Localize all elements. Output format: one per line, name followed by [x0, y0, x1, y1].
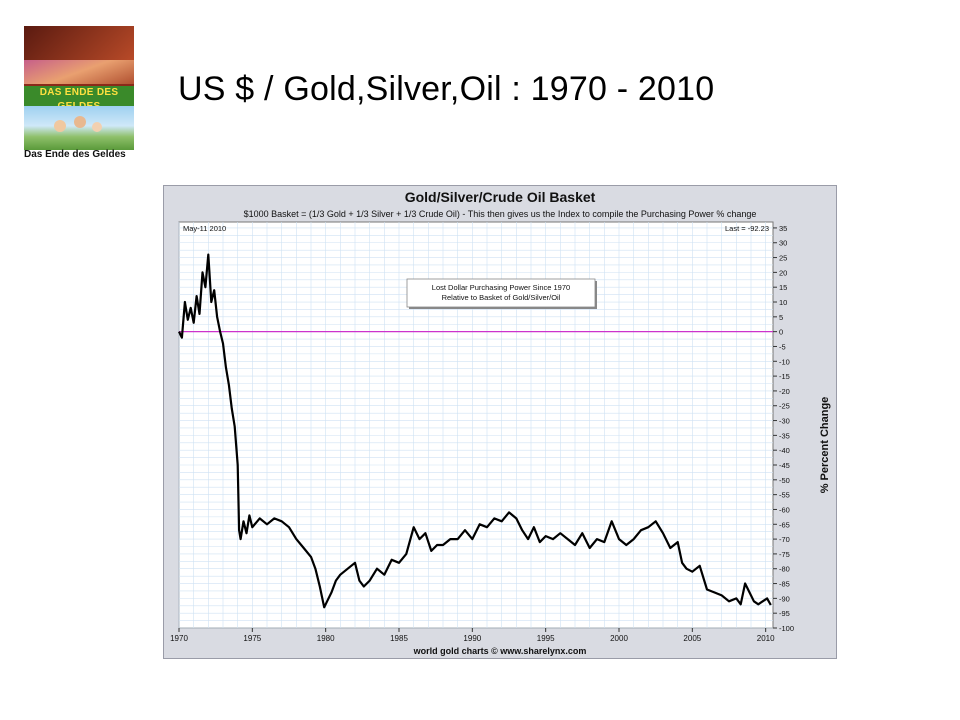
x-tick-label: 1990 — [463, 634, 481, 643]
x-tick-label: 2005 — [683, 634, 701, 643]
chart-subtitle: $1000 Basket = (1/3 Gold + 1/3 Silver + … — [243, 209, 757, 219]
y-tick-label: -15 — [779, 372, 790, 381]
y-tick-label: -25 — [779, 402, 790, 411]
y-tick-label: -70 — [779, 535, 790, 544]
y-tick-label: -10 — [779, 357, 790, 366]
x-tick-label: 2010 — [757, 634, 775, 643]
chart-svg: 1970 1975 1980 1985 1990 1995 2000 2005 20103530… — [170, 221, 831, 643]
book-cover-title: DAS ENDE DES GELDES — [24, 86, 134, 112]
slide-title: US $ / Gold,Silver,Oil : 1970 - 2010 — [178, 70, 715, 108]
y-tick-label: -60 — [779, 505, 790, 514]
x-tick-label: 1970 — [170, 634, 188, 643]
y-tick-label: 10 — [779, 298, 787, 307]
y-tick-label: -80 — [779, 565, 790, 574]
y-tick-label: -85 — [779, 580, 790, 589]
book-cover-image: DAS ENDE DES GELDES — [24, 26, 134, 150]
x-tick-label: 1985 — [390, 634, 408, 643]
book-caption: Das Ende des Geldes — [24, 149, 126, 160]
y-tick-label: -75 — [779, 550, 790, 559]
annotation-box — [406, 278, 596, 308]
y-tick-label: 30 — [779, 239, 787, 248]
y-tick-label: 35 — [779, 224, 787, 233]
y-tick-label: -90 — [779, 594, 790, 603]
y-tick-label: 5 — [779, 313, 783, 322]
y-tick-label: 20 — [779, 268, 787, 277]
annotation-line: Relative to Basket of Gold/Silver/Oil — [442, 293, 561, 302]
book-cover-photo — [24, 106, 134, 150]
x-tick-label: 2000 — [610, 634, 628, 643]
x-tick-label: 1975 — [243, 634, 261, 643]
last-value-label: Last = -92.23 — [725, 224, 769, 233]
y-tick-label: -20 — [779, 387, 790, 396]
chart-footer: world gold charts © www.sharelynx.com — [413, 646, 587, 656]
book-cover-top-band — [24, 26, 134, 60]
x-tick-label: 1980 — [317, 634, 335, 643]
y-tick-label: -95 — [779, 609, 790, 618]
y-tick-label: -30 — [779, 417, 790, 426]
y-tick-label: -40 — [779, 446, 790, 455]
y-tick-label: -65 — [779, 520, 790, 529]
series-line — [178, 253, 772, 609]
date-label: May-11 2010 — [183, 224, 226, 233]
y-tick-label: -35 — [779, 431, 790, 440]
y-tick-label: -45 — [779, 461, 790, 470]
y-tick-label: -55 — [779, 491, 790, 500]
chart-title: Gold/Silver/Crude Oil Basket — [404, 189, 596, 205]
y-tick-label: 15 — [779, 283, 787, 292]
y-axis-label: % Percent Change — [819, 397, 831, 494]
book-cover-banknotes — [24, 60, 134, 84]
y-tick-label: 25 — [779, 254, 787, 263]
y-tick-label: -50 — [779, 476, 790, 485]
y-tick-label: -5 — [779, 342, 786, 351]
chart-frame: Gold/Silver/Crude Oil Basket $1000 Baske… — [163, 185, 837, 659]
y-tick-label: -100 — [779, 624, 794, 633]
y-tick-label: 0 — [779, 328, 783, 337]
annotation-line: Lost Dollar Purchasing Power Since 1970 — [432, 283, 570, 292]
x-tick-label: 1995 — [537, 634, 555, 643]
